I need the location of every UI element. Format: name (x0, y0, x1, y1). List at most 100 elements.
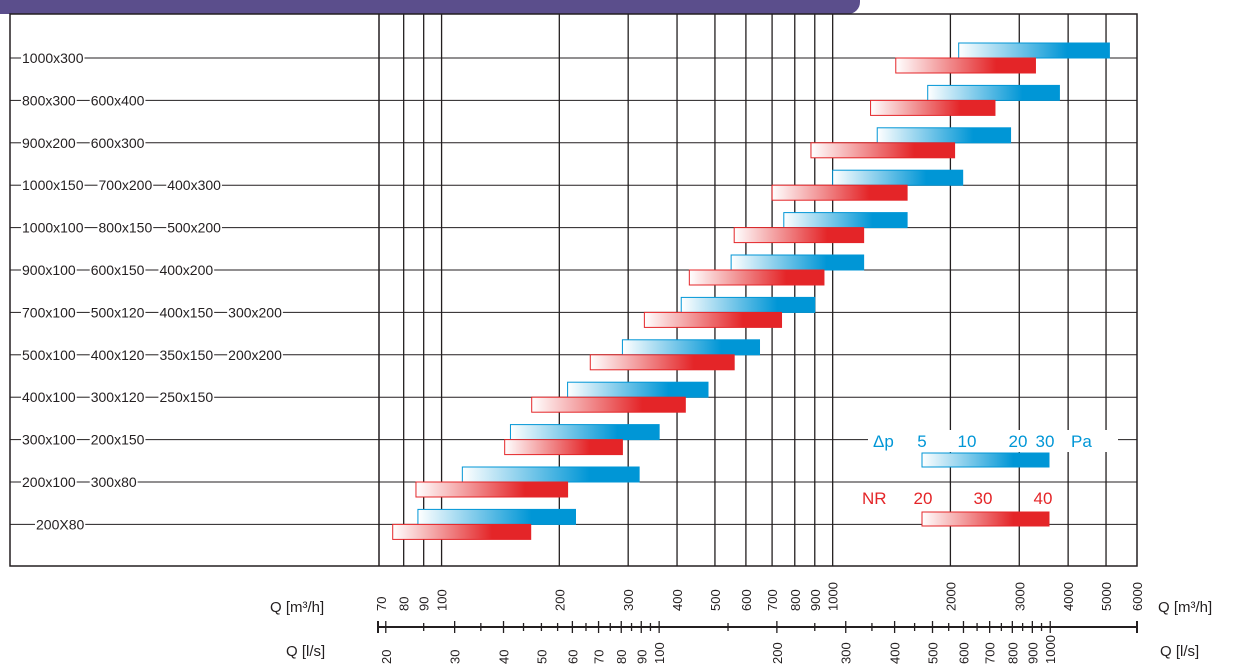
tick-label-ls: 400 (888, 642, 903, 664)
tick-label-ls: 90 (634, 650, 649, 664)
tick-label-m3h: 4000 (1061, 582, 1076, 611)
nr-bar (589, 354, 735, 371)
row-label: 500x120 (91, 304, 145, 320)
tick-label-m3h: 3000 (1012, 582, 1027, 611)
axis-label-right-ls: Q [l/s] (1160, 643, 1199, 660)
axis-label-left-m3h: Q [m³/h] (270, 599, 324, 616)
row-label: 900x100 (22, 262, 76, 278)
tick-label-m3h: 1000 (826, 582, 841, 611)
nr-bar (895, 57, 1036, 74)
tick-label-ls: 60 (565, 650, 580, 664)
header-tab-strip (0, 0, 860, 14)
row-label: 500x100 (22, 347, 76, 363)
tick-label-m3h: 800 (788, 589, 803, 611)
legend-dp-tick: 10 (958, 432, 977, 451)
row-3: 900x200 600x300 (10, 127, 1137, 159)
dp-bar (680, 296, 816, 313)
tick-label-ls: 70 (592, 650, 607, 664)
tick-label-m3h: 90 (417, 597, 432, 611)
legend-nr-tick: 40 (1034, 489, 1053, 508)
legend-dp-bg (868, 430, 1118, 452)
legend-nr-tick: 20 (914, 489, 933, 508)
axis-label-right-m3h: Q [m³/h] (1158, 599, 1212, 616)
row-label: 200x200 (228, 347, 282, 363)
tick-label-ls: 700 (983, 642, 998, 664)
dp-bar (461, 466, 640, 483)
row-label: 200x150 (91, 432, 145, 448)
row-2: 800x300 600x400 (10, 84, 1137, 116)
plot-frame (9, 13, 1138, 567)
legend: Δp 5 10 20 30 Pa NR 20 30 40 (862, 430, 1118, 527)
dp-bar (958, 42, 1110, 59)
row-label: 1000x300 (22, 50, 84, 66)
tick-label-m3h: 5000 (1099, 582, 1114, 611)
row-label: 350x150 (159, 347, 213, 363)
tick-label-ls: 300 (839, 642, 854, 664)
legend-dp-prefix: Δp (873, 432, 894, 451)
row-label: 700x200 (99, 177, 153, 193)
nr-bar (415, 481, 569, 498)
legend-dp-tick: 5 (917, 432, 926, 451)
nr-bar (688, 269, 825, 286)
row-label: 200x100 (22, 474, 76, 490)
dp-bar (927, 84, 1060, 101)
tick-label-m3h: 400 (670, 589, 685, 611)
tick-label-m3h: 6000 (1130, 582, 1145, 611)
legend-dp-swatch (921, 452, 1050, 468)
tick-label-ls: 100 (652, 642, 667, 664)
row-label: 400x300 (167, 177, 221, 193)
row-label: 700x100 (22, 304, 76, 320)
nr-bar (531, 396, 686, 413)
axis-ls: 20 30 40 50 60 70 80 90 100 200 300 400 500 600 700 800… (286, 621, 1199, 664)
nr-bar (392, 523, 532, 540)
tick-label-ls: 80 (614, 650, 629, 664)
tick-label-ls: 50 (534, 650, 549, 664)
legend-dp-unit: Pa (1071, 432, 1092, 451)
axis-m3h: 70 80 90 100 200 300 400 500 600 700 800 900 1000 200… (270, 582, 1212, 616)
row-label: 600x400 (91, 92, 145, 108)
dp-bar (417, 508, 576, 525)
tick-label-m3h: 700 (765, 589, 780, 611)
dp-bar (509, 424, 660, 441)
legend-nr-tick: 30 (974, 489, 993, 508)
tick-label-ls: 1000 (1043, 635, 1058, 664)
row-label: 900x200 (22, 135, 76, 151)
row-label: 300x200 (228, 304, 282, 320)
row-7: 700x100 500x120 400x150 300x200 (10, 296, 1137, 328)
axis-label-left-ls: Q [l/s] (286, 643, 325, 660)
legend-nr-prefix: NR (862, 489, 887, 508)
row-label: 400x100 (22, 389, 76, 405)
row-label: 1000x100 (22, 220, 84, 236)
tick-label-ls: 500 (926, 642, 941, 664)
tick-label-m3h: 100 (435, 589, 450, 611)
dp-bar (567, 381, 709, 398)
row-label: 600x150 (91, 262, 145, 278)
row-label: 300x120 (91, 389, 145, 405)
tick-label-ls: 30 (448, 650, 463, 664)
nr-bar (771, 184, 908, 201)
row-label: 200X80 (36, 516, 84, 532)
legend-dp-tick: 30 (1036, 432, 1055, 451)
tick-label-m3h: 70 (374, 597, 389, 611)
row-label: 1000x150 (22, 177, 84, 193)
row-4: 1000x150 700x200 400x300 (10, 169, 1137, 201)
nr-bar (504, 439, 623, 456)
tick-label-m3h: 300 (621, 589, 636, 611)
row-9: 400x100 300x120 250x150 (10, 381, 1137, 413)
tick-label-m3h: 2000 (943, 582, 958, 611)
tick-label-ls: 40 (497, 650, 512, 664)
row-1: 1000x300 (10, 42, 1137, 74)
dp-bar (730, 254, 865, 271)
tick-label-m3h: 200 (552, 589, 567, 611)
tick-label-ls: 600 (956, 642, 971, 664)
row-label: 800x300 (22, 92, 76, 108)
row-5: 1000x100 800x150 500x200 (10, 212, 1137, 244)
row-label: 300x80 (91, 474, 137, 490)
tick-label-m3h: 500 (708, 589, 723, 611)
nr-bar (870, 99, 996, 116)
row-11: 200x100 300x80 (10, 466, 1137, 498)
tick-label-m3h: 600 (739, 589, 754, 611)
row-label: 300x100 (22, 432, 76, 448)
tick-label-ls: 200 (770, 642, 785, 664)
